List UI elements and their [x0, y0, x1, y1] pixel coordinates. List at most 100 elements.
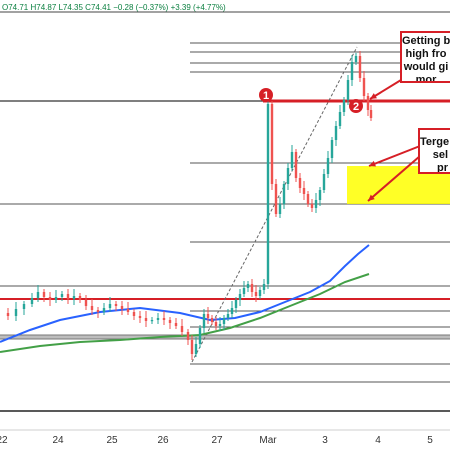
- annotation-box-seller-target: Terge sel pr: [418, 128, 450, 174]
- moving-average-line: [0, 244, 370, 343]
- candle: [194, 344, 198, 354]
- candle: [254, 292, 258, 296]
- x-tick-label: 22: [0, 435, 8, 446]
- candle: [102, 308, 106, 312]
- moving-average-line: [0, 273, 370, 353]
- candle: [238, 294, 242, 300]
- candle: [282, 184, 286, 204]
- candle: [150, 320, 154, 322]
- candle: [144, 318, 148, 321]
- marker-circle-1: [259, 88, 273, 102]
- annotation-line: high fro: [405, 48, 447, 60]
- candle: [96, 310, 100, 312]
- x-tick-label: 3: [322, 435, 328, 446]
- candle: [369, 110, 373, 118]
- x-tick-label: 5: [427, 435, 433, 446]
- candle: [334, 126, 338, 140]
- candle: [306, 194, 310, 204]
- candle: [30, 298, 34, 304]
- candle: [330, 140, 334, 158]
- annotation-arrow-head: [369, 160, 376, 167]
- annotation-arrow-head: [368, 194, 375, 201]
- x-tick-label: 27: [211, 435, 223, 446]
- candle: [198, 328, 202, 344]
- candle: [190, 340, 194, 354]
- candle: [84, 300, 88, 306]
- annotation-line: pr: [437, 162, 448, 174]
- candle: [206, 314, 210, 318]
- candle: [358, 56, 362, 78]
- candle: [250, 284, 254, 292]
- candle: [48, 297, 52, 300]
- candle: [266, 104, 270, 284]
- candle: [174, 323, 178, 326]
- candle: [326, 158, 330, 174]
- candle: [298, 178, 302, 188]
- annotation-line: Terge: [420, 136, 450, 148]
- annotation-line: would gi: [403, 61, 449, 73]
- candle: [226, 314, 230, 318]
- candle: [354, 56, 358, 62]
- candle: [66, 294, 70, 299]
- candle: [270, 104, 274, 184]
- candle: [126, 309, 130, 312]
- candle: [114, 304, 118, 306]
- candle: [346, 80, 350, 100]
- x-tick-label: 25: [106, 435, 118, 446]
- candle: [202, 314, 206, 328]
- candle: [60, 294, 64, 297]
- candle: [90, 306, 94, 310]
- annotation-box-new-high: Getting b high fro would gi mor: [400, 31, 450, 83]
- candle: [78, 296, 82, 300]
- candle: [294, 152, 298, 178]
- candle: [318, 190, 322, 200]
- x-tick-label: 26: [157, 435, 169, 446]
- x-tick-label: Mar: [259, 435, 277, 446]
- candle: [286, 168, 290, 184]
- candle: [162, 318, 166, 320]
- candle: [36, 292, 40, 298]
- candle: [180, 326, 184, 332]
- candle: [54, 297, 58, 300]
- candle: [186, 332, 190, 340]
- candle: [234, 300, 238, 308]
- marker-label-1: 1: [263, 90, 269, 102]
- candle: [262, 284, 266, 290]
- candle: [362, 78, 366, 96]
- candle: [222, 318, 226, 324]
- candle: [42, 292, 46, 297]
- candle: [338, 112, 342, 126]
- candle: [366, 96, 370, 110]
- candle: [350, 62, 354, 80]
- candle: [246, 284, 250, 288]
- candle: [210, 318, 214, 322]
- x-tick-label: 24: [52, 435, 64, 446]
- ohlc-readout: O74.71 H74.87 L74.35 C74.41 −0.28 (−0.37…: [2, 3, 226, 12]
- candle: [214, 322, 218, 326]
- annotation-line: Getting b: [402, 35, 450, 47]
- candle: [342, 100, 346, 112]
- annotation-arrow-head: [370, 93, 377, 99]
- marker-circle-2: [349, 99, 363, 113]
- candle: [302, 188, 306, 194]
- candle: [132, 312, 136, 316]
- candle: [218, 324, 222, 326]
- candle: [242, 288, 246, 294]
- candle: [120, 306, 124, 309]
- candle: [138, 316, 142, 318]
- candle: [72, 296, 76, 299]
- candle: [258, 290, 262, 296]
- candle: [274, 184, 278, 214]
- candle: [290, 152, 294, 168]
- marker-label-2: 2: [353, 101, 359, 113]
- candle: [22, 304, 26, 309]
- candle: [310, 204, 314, 208]
- gray-zone-band: [0, 335, 450, 339]
- trendline: [191, 46, 358, 363]
- annotation-arrow: [368, 145, 421, 167]
- annotation-line: sel: [432, 149, 448, 161]
- candle: [278, 204, 282, 214]
- candle: [230, 308, 234, 314]
